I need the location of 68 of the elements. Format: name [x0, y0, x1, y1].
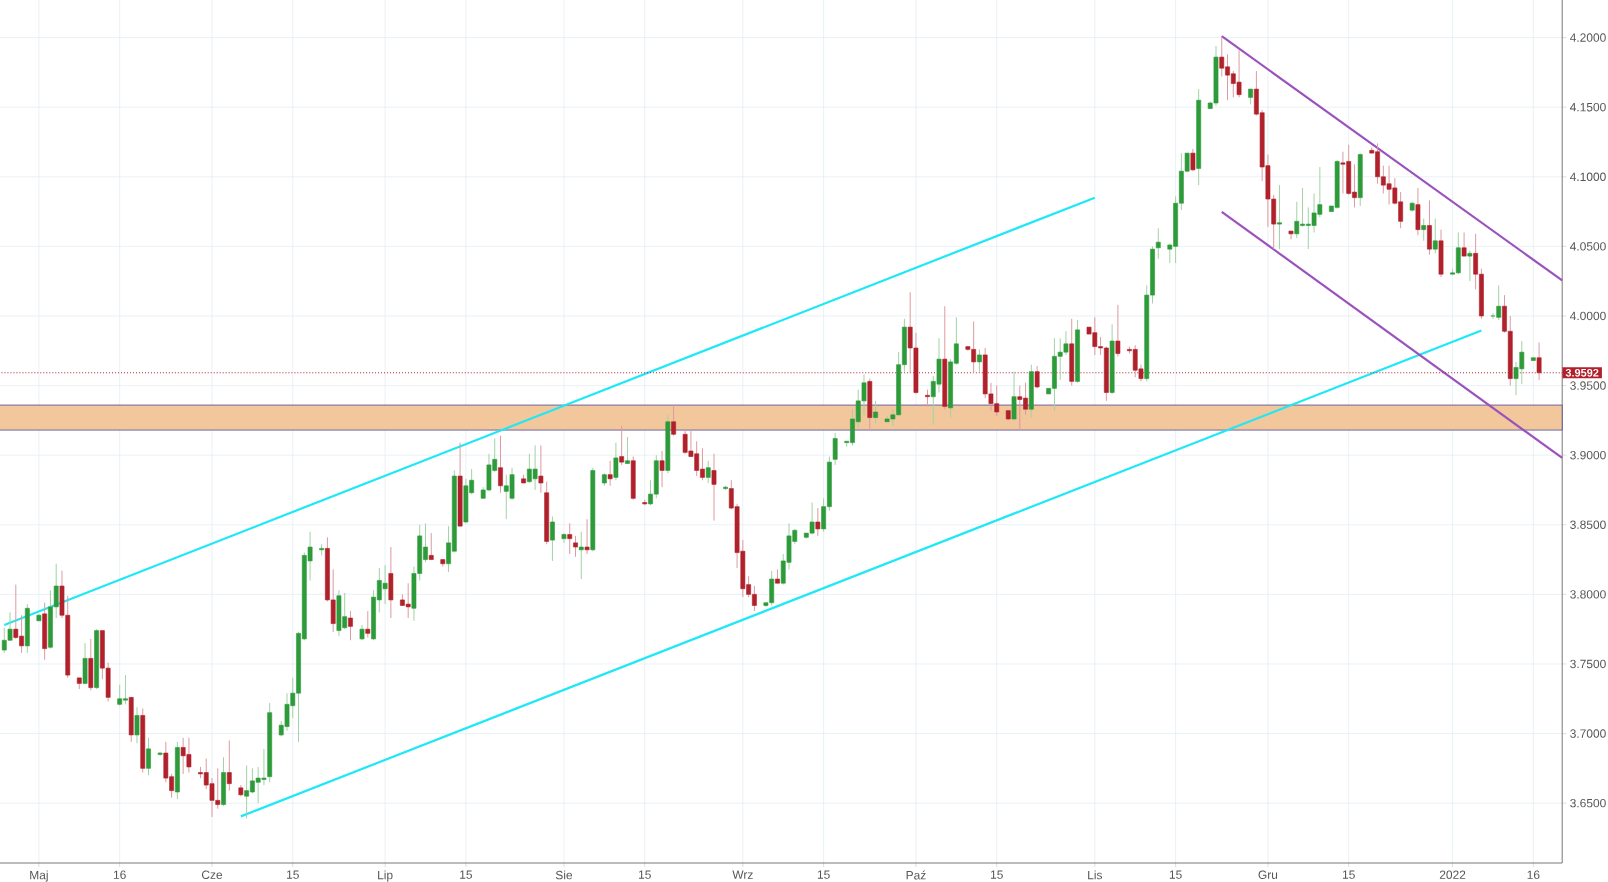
candlestick: [578, 531, 584, 580]
x-tick-label: 15: [990, 870, 1003, 879]
y-tick-label: 3.8000: [1570, 590, 1606, 599]
y-tick-label: 3.6500: [1570, 798, 1606, 808]
candlestick: [625, 436, 630, 465]
candlestick: [1421, 218, 1427, 242]
x-tick-label: 15: [639, 870, 651, 879]
x-tick-label: 15: [460, 870, 473, 879]
y-tick-label: 4.1000: [1569, 172, 1606, 181]
candlestick: [1432, 218, 1438, 254]
candlestick: [1467, 250, 1473, 282]
x-tick-label: 15: [1169, 870, 1182, 879]
candlestick: [1155, 227, 1161, 260]
candlestick: [584, 518, 590, 555]
y-tick-label: 3.7500: [1570, 659, 1606, 669]
x-tick-label: 2022: [1439, 870, 1466, 879]
y-tick-label: 4.1500: [1569, 102, 1606, 112]
x-tick-label: Gru: [1258, 870, 1278, 879]
x-tick-label: Sie: [555, 870, 573, 880]
ref-line-label: 3.9592: [1565, 368, 1599, 377]
candlestick: [873, 400, 878, 424]
candlestick: [567, 522, 573, 555]
candlestick: [1190, 148, 1196, 172]
x-tick-label: Lis: [1088, 870, 1103, 880]
candlestick: [815, 507, 821, 537]
candlestick: [613, 442, 619, 481]
candlestick: [226, 740, 232, 792]
candlestick: [977, 348, 982, 373]
x-tick-label: 16: [113, 870, 126, 879]
candlestick: [711, 453, 717, 522]
candlestick: [550, 515, 555, 562]
y-tick-label: 3.7000: [1570, 729, 1606, 738]
candlestick: [348, 610, 353, 641]
y-tick-label: 3.8500: [1570, 520, 1606, 529]
y-tick-label: 3.9000: [1570, 450, 1606, 460]
candlestick: [705, 460, 711, 484]
y-tick-label: 4.0000: [1569, 311, 1606, 321]
candlestick: [619, 425, 625, 466]
candlestick: [146, 737, 151, 776]
candlestick: [538, 444, 544, 494]
candlestick: [1115, 304, 1121, 357]
y-tick-label: 4.2000: [1569, 33, 1606, 42]
candlestick: [561, 532, 567, 544]
x-tick-label: Paź: [906, 870, 926, 880]
candlestick: [659, 450, 665, 488]
candlestick: [832, 432, 838, 466]
candlestick: [1427, 199, 1432, 256]
y-tick-label: 3.9500: [1570, 381, 1606, 390]
x-tick-label: 16: [1527, 870, 1540, 879]
candlestick: [1011, 371, 1017, 421]
candlestick: [1288, 230, 1294, 240]
x-tick-label: Wrz: [732, 870, 753, 879]
x-tick-label: Maj: [30, 870, 48, 882]
candlestick: [607, 460, 613, 487]
candlestick: [1277, 184, 1282, 250]
x-tick-label: 15: [817, 870, 830, 879]
x-tick-label: Cze: [201, 870, 223, 879]
candlestick: [498, 435, 503, 494]
x-tick-label: 15: [1342, 870, 1355, 879]
x-tick-label: Lip: [378, 870, 393, 882]
candlestick: [134, 706, 140, 744]
candlestick: [671, 404, 676, 437]
y-tick-label: 4.0500: [1569, 242, 1606, 251]
candlestick: [365, 610, 371, 639]
candlestick: [1461, 231, 1467, 257]
candlestick: [428, 532, 434, 561]
candlestick: [573, 535, 578, 558]
x-tick-label: 15: [287, 870, 299, 879]
